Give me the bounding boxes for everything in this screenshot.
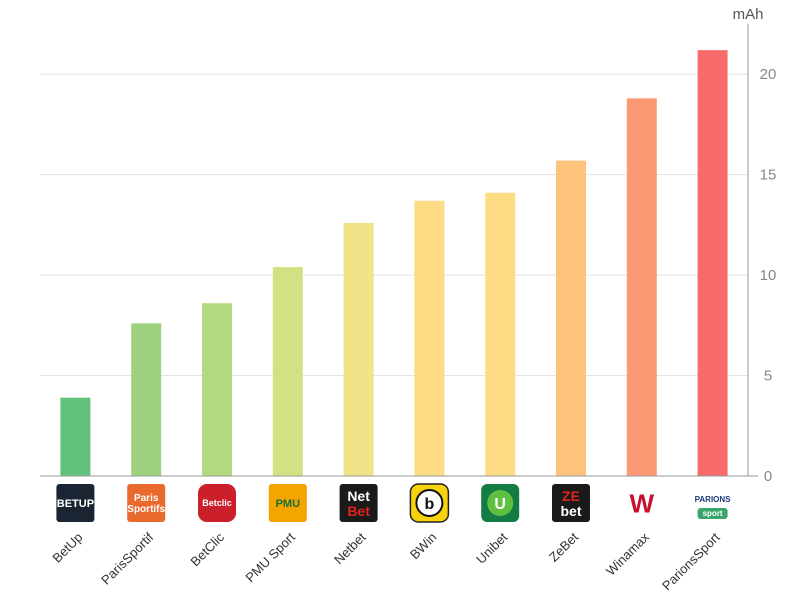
category-label: ParionsSport bbox=[659, 529, 723, 593]
bar-unibet bbox=[485, 192, 516, 476]
bar-zebet bbox=[556, 160, 586, 477]
y-tick-label: 0 bbox=[764, 468, 772, 485]
zebet-logo-text: ZE bbox=[562, 488, 580, 504]
category-label: ZeBet bbox=[546, 529, 581, 564]
category-label: Unibet bbox=[473, 529, 510, 566]
y-axis-unit: mAh bbox=[733, 6, 764, 23]
category-label: Winamax bbox=[603, 529, 652, 578]
zebet-logo-text: bet bbox=[561, 503, 582, 519]
bwin-logo-text: b bbox=[425, 496, 435, 513]
bar-parissportif bbox=[131, 323, 162, 476]
betup-logo-text: BETUP bbox=[57, 498, 94, 510]
netbet-logo-text: Bet bbox=[347, 503, 370, 519]
category-label: BWin bbox=[407, 530, 440, 563]
y-tick-label: 10 bbox=[760, 267, 777, 284]
bar-betclic bbox=[202, 303, 232, 476]
parionssport-logo: PARIONS sport bbox=[693, 484, 732, 522]
betclic-logo-text: Betclic bbox=[202, 498, 232, 508]
category-label: Netbet bbox=[331, 529, 369, 567]
y-axis: 0 5 10 15 20 bbox=[40, 24, 776, 485]
netbet-logo-text: Net bbox=[347, 488, 370, 504]
unibet-logo-text: U bbox=[494, 496, 506, 513]
bars bbox=[60, 50, 728, 477]
winamax-logo: W bbox=[622, 484, 661, 522]
bar-betup bbox=[60, 397, 91, 476]
y-tick-label: 5 bbox=[764, 368, 772, 385]
betup-logo: BETUP bbox=[56, 484, 95, 522]
pmu-logo-text: PMU bbox=[276, 498, 301, 510]
category-label: BetClic bbox=[187, 529, 227, 569]
bar-winamax bbox=[626, 98, 657, 476]
pmu-logo: PMU bbox=[268, 484, 307, 522]
parionssport-logo-text: PARIONS bbox=[695, 495, 732, 504]
winamax-logo-text: W bbox=[630, 488, 655, 518]
parionssport-logo-text: sport bbox=[703, 509, 723, 518]
category-label: BetUp bbox=[49, 530, 85, 566]
y-tick-label: 15 bbox=[760, 167, 777, 184]
category-label: PMU Sport bbox=[242, 529, 298, 585]
parissportif-logo-text: Sportifs bbox=[127, 504, 165, 515]
parissportif-logo-text: Paris bbox=[134, 493, 159, 504]
bar-netbet bbox=[343, 222, 374, 476]
y-tick-label: 20 bbox=[760, 66, 777, 83]
bar-parionssport bbox=[697, 50, 728, 477]
unibet-logo: U bbox=[481, 484, 520, 522]
category-label: ParisSportif bbox=[98, 529, 156, 587]
betclic-logo: Betclic bbox=[198, 484, 236, 522]
bwin-logo: b bbox=[409, 483, 450, 523]
bar-pmu-sport bbox=[272, 267, 303, 476]
category-labels: BetUp ParisSportif BetClic PMU Sport Netbet B… bbox=[49, 529, 723, 593]
bar-bwin bbox=[414, 200, 445, 476]
